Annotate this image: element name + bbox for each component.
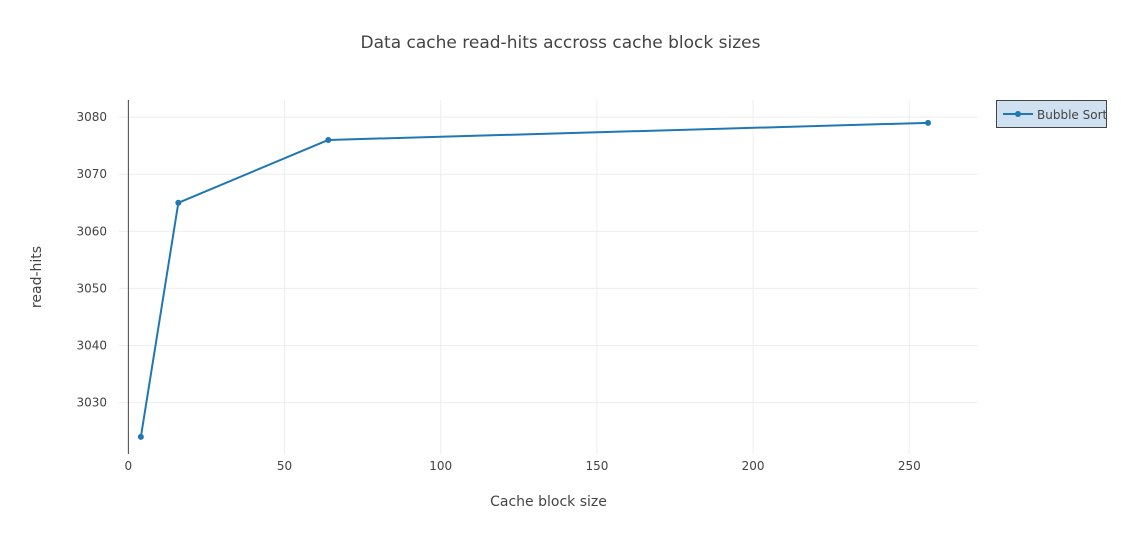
data-point bbox=[175, 199, 182, 206]
y-tick-label: 3070 bbox=[76, 167, 107, 181]
y-tick-label: 3080 bbox=[76, 110, 107, 124]
y-tick-label: 3040 bbox=[76, 339, 107, 353]
y-tick-label: 3050 bbox=[76, 281, 107, 295]
legend[interactable]: Bubble Sort bbox=[996, 100, 1107, 128]
legend-swatch-icon bbox=[1003, 111, 1033, 117]
series-line bbox=[139, 121, 929, 438]
data-point bbox=[137, 433, 144, 440]
x-tick-label: 0 bbox=[125, 459, 133, 473]
chart-title: Data cache read-hits accross cache block… bbox=[360, 33, 761, 53]
x-tick-label: 50 bbox=[277, 459, 292, 473]
x-tick-label: 200 bbox=[742, 459, 765, 473]
tick-labels: 0 50 100 150 200 250 3030 3040 3050 3060 3070 3080 bbox=[76, 110, 920, 473]
x-tick-label: 100 bbox=[429, 459, 452, 473]
legend-item-label: Bubble Sort bbox=[1037, 108, 1108, 122]
x-tick-label: 250 bbox=[898, 459, 921, 473]
x-axis-label: Cache block size bbox=[490, 494, 607, 510]
y-tick-label: 3030 bbox=[76, 396, 107, 410]
y-axis-label: read-hits bbox=[29, 245, 45, 309]
data-point bbox=[325, 136, 332, 143]
data-point bbox=[925, 119, 932, 126]
series bbox=[137, 119, 932, 440]
x-tick-label: 150 bbox=[585, 459, 608, 473]
grid-lines bbox=[119, 100, 978, 454]
y-tick-label: 3060 bbox=[76, 224, 107, 238]
